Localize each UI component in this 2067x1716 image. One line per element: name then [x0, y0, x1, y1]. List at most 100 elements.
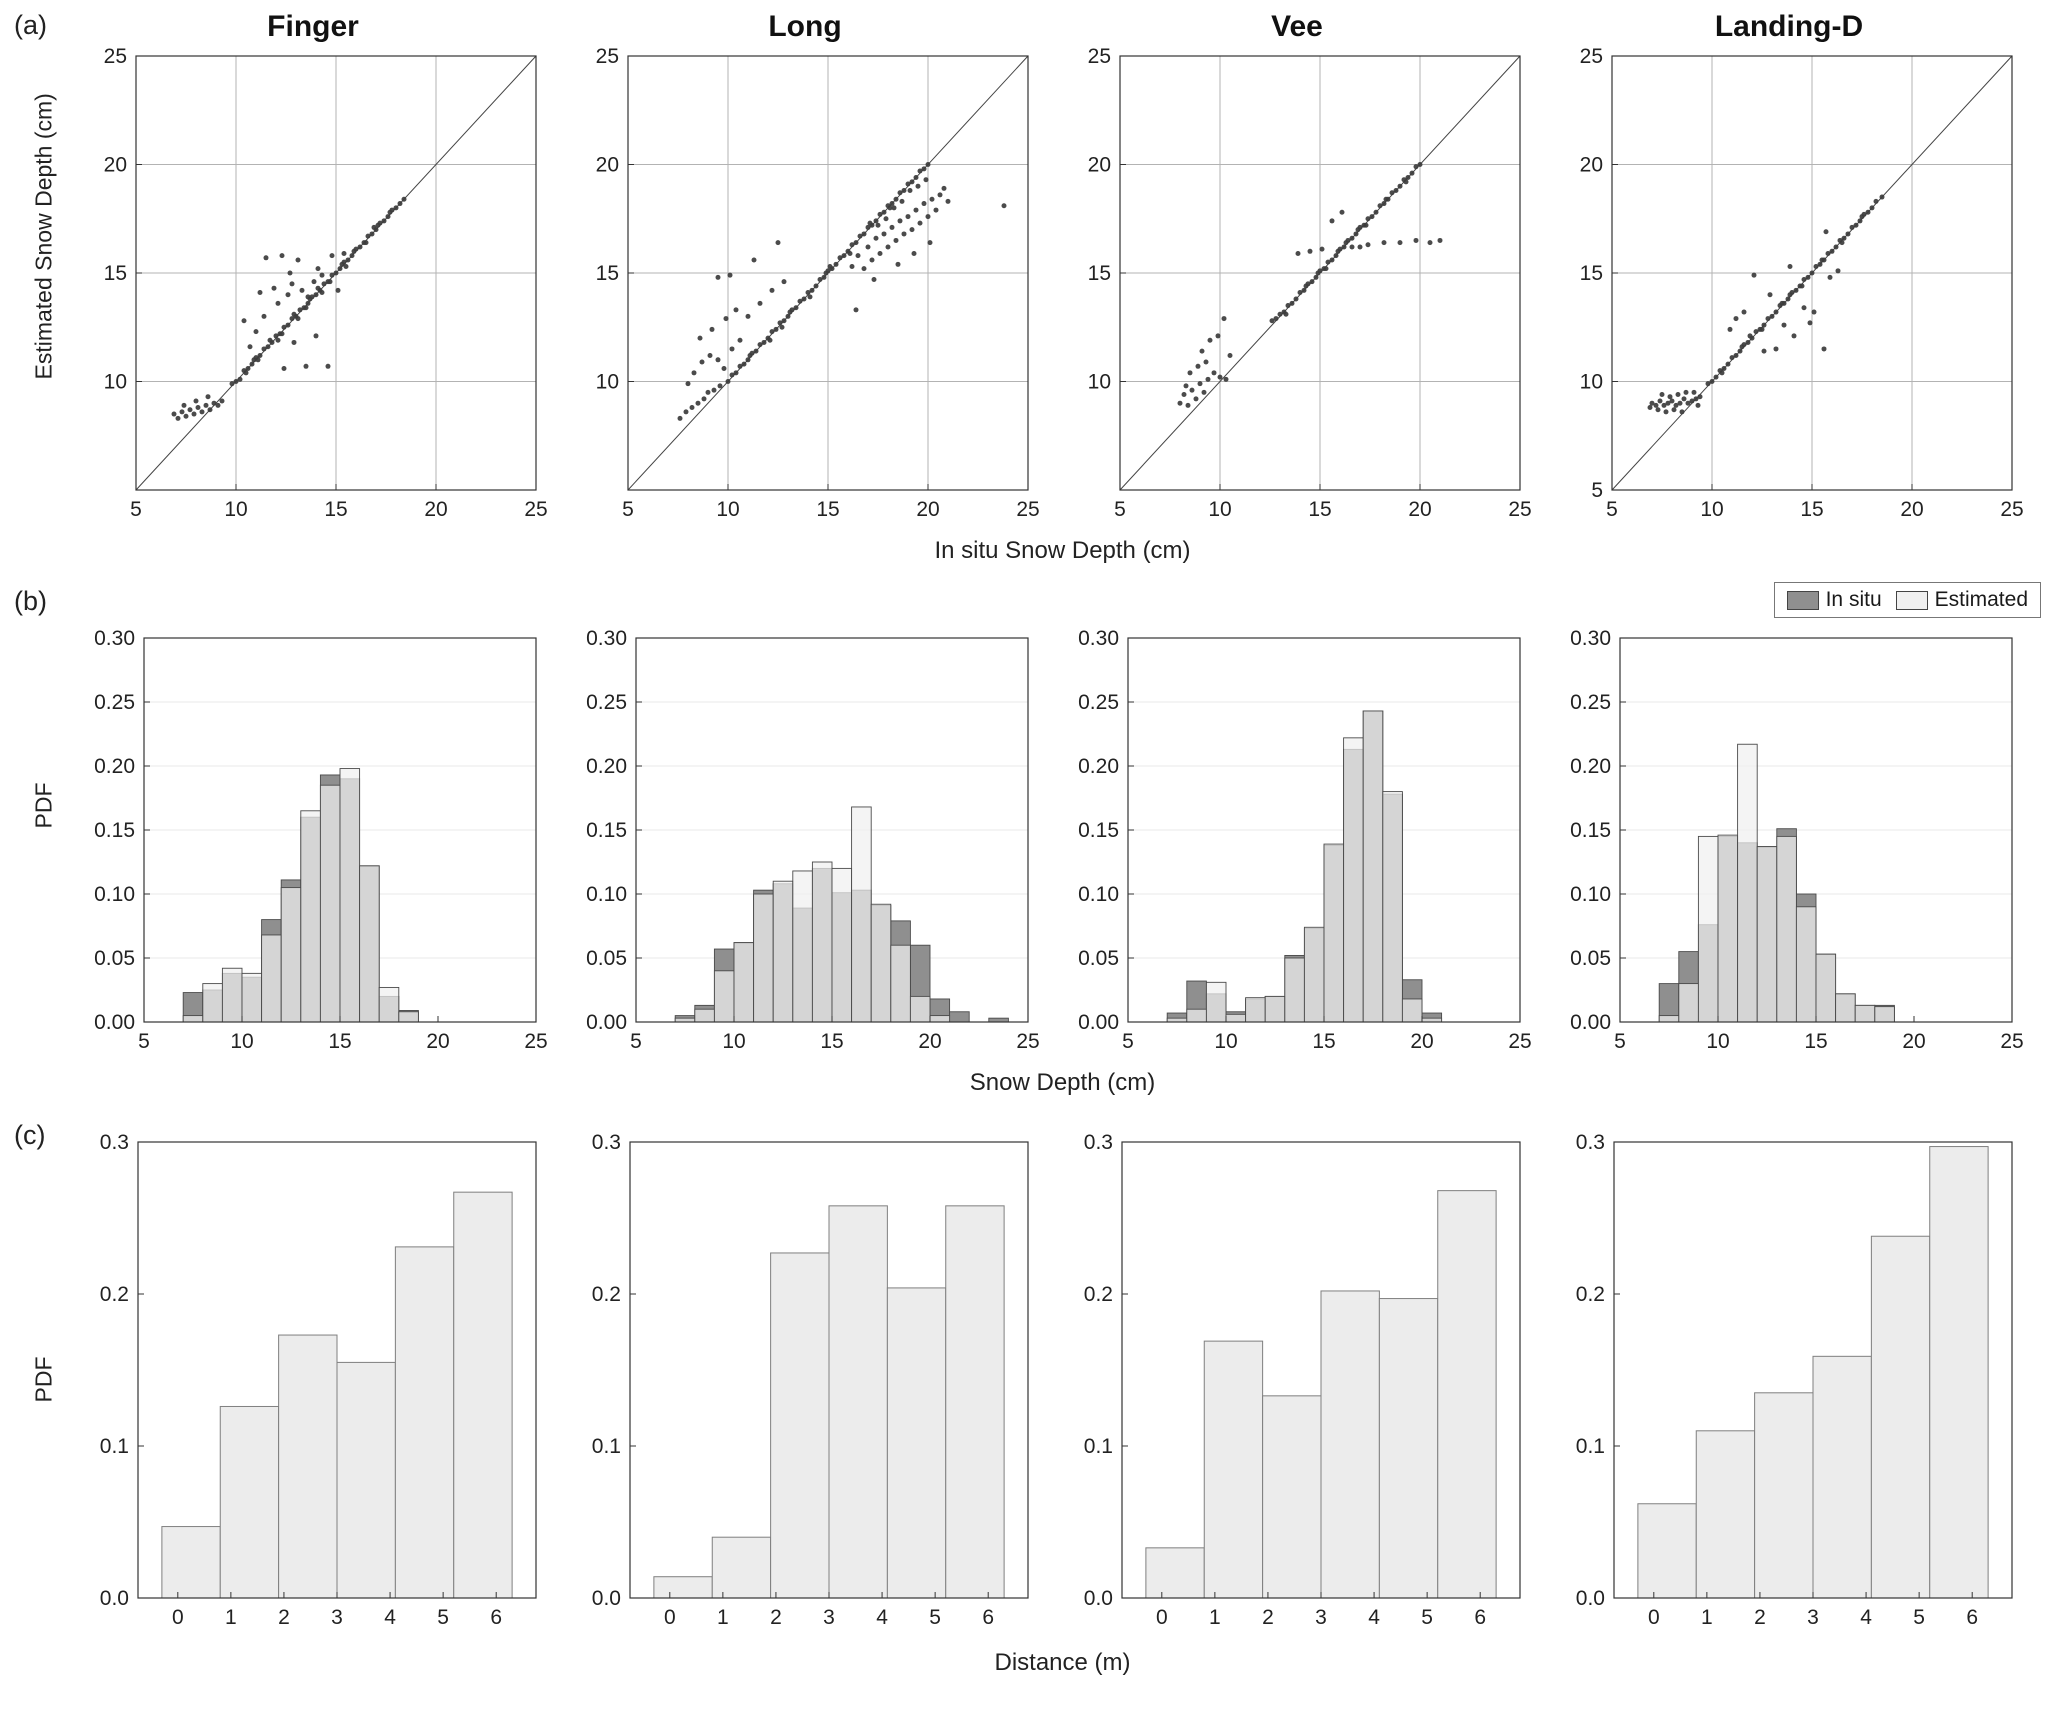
- panel-long-distance: 0 1 2 3 4 5 6 0.0 0.1 0.2 0.3: [570, 1130, 1040, 1646]
- svg-text:0.05: 0.05: [1078, 947, 1119, 970]
- distance-histogram-landing-d: 0 1 2 3 4 5 6 0.0 0.1 0.2 0.3: [1576, 1131, 2013, 1629]
- panel-label-a: (a): [14, 10, 47, 40]
- svg-text:15: 15: [328, 1030, 351, 1053]
- svg-text:0.05: 0.05: [586, 947, 627, 970]
- svg-text:0.1: 0.1: [100, 1435, 129, 1458]
- svg-text:0.30: 0.30: [1570, 627, 1611, 650]
- scatter-plot-finger: 5 10 15 20 25 10 15 20 25: [104, 48, 548, 521]
- svg-text:0.15: 0.15: [586, 819, 627, 842]
- svg-text:10: 10: [230, 1030, 253, 1053]
- svg-text:1: 1: [225, 1606, 237, 1629]
- svg-text:20: 20: [1088, 154, 1111, 177]
- svg-text:10: 10: [716, 498, 739, 521]
- svg-text:5: 5: [1591, 479, 1603, 502]
- svg-text:3: 3: [1315, 1606, 1327, 1629]
- svg-text:0.05: 0.05: [1570, 947, 1611, 970]
- svg-text:6: 6: [1966, 1606, 1978, 1629]
- svg-text:5: 5: [138, 1030, 150, 1053]
- panel-finger-pdf: 5 10 15 20 25 0.00 0.05 0.10 0.15 0.20 0.25 0.30: [78, 626, 548, 1066]
- svg-text:10: 10: [104, 371, 127, 394]
- svg-text:1: 1: [717, 1606, 729, 1629]
- svg-text:15: 15: [820, 1030, 843, 1053]
- svg-text:20: 20: [916, 498, 939, 521]
- legend-label-insitu: In situ: [1825, 588, 1882, 611]
- svg-text:0.15: 0.15: [1570, 819, 1611, 842]
- svg-text:15: 15: [1580, 262, 1603, 285]
- svg-text:0.1: 0.1: [592, 1435, 621, 1458]
- column-title-landing-d: Landing-D: [1714, 10, 1864, 43]
- svg-text:25: 25: [1016, 498, 1039, 521]
- svg-text:0.3: 0.3: [1576, 1131, 1605, 1154]
- svg-text:5: 5: [130, 498, 142, 521]
- svg-text:5: 5: [437, 1606, 449, 1629]
- row-distance-histograms: (c) PDF 0 1 2 3 4 5 6 0.0 0.1 0.2 0.3 0 1 2 3 4 5 6 0.0 0.…: [0, 1116, 2067, 1684]
- panel-vee-scatter: Vee 5 10 15 20 25 10 15 20 25: [1062, 6, 1532, 534]
- svg-text:0.20: 0.20: [586, 755, 627, 778]
- svg-text:0.3: 0.3: [1084, 1131, 1113, 1154]
- svg-text:20: 20: [426, 1030, 449, 1053]
- row-a-y-axis-title: Estimated Snow Depth (cm): [30, 93, 57, 380]
- svg-text:15: 15: [1308, 498, 1331, 521]
- svg-text:25: 25: [1580, 48, 1603, 68]
- svg-text:0.2: 0.2: [1084, 1283, 1113, 1306]
- svg-text:0.20: 0.20: [1570, 755, 1611, 778]
- svg-text:0.00: 0.00: [1078, 1011, 1119, 1034]
- svg-text:0.1: 0.1: [1576, 1435, 1605, 1458]
- svg-text:20: 20: [596, 154, 619, 177]
- legend-label-estimated: Estimated: [1934, 588, 2028, 611]
- svg-text:0.0: 0.0: [100, 1587, 129, 1610]
- svg-text:25: 25: [524, 1030, 547, 1053]
- svg-text:15: 15: [596, 262, 619, 285]
- pdf-histogram-vee: 5 10 15 20 25 0.00 0.05 0.10 0.15 0.20 0.25 0.30: [1078, 627, 1532, 1053]
- svg-text:0.10: 0.10: [586, 883, 627, 906]
- panel-long-pdf: 5 10 15 20 25 0.00 0.05 0.10 0.15 0.20 0.25 0.30: [570, 626, 1040, 1066]
- svg-text:6: 6: [982, 1606, 994, 1629]
- svg-text:25: 25: [2000, 1030, 2023, 1053]
- svg-text:10: 10: [722, 1030, 745, 1053]
- svg-text:0.15: 0.15: [94, 819, 135, 842]
- panel-label-c: (c): [14, 1120, 46, 1150]
- svg-text:20: 20: [1580, 154, 1603, 177]
- svg-text:0.10: 0.10: [1570, 883, 1611, 906]
- svg-text:15: 15: [1804, 1030, 1827, 1053]
- column-title-vee: Vee: [1271, 10, 1323, 43]
- svg-text:4: 4: [384, 1606, 396, 1629]
- svg-text:2: 2: [278, 1606, 290, 1629]
- panel-finger-distance: 0 1 2 3 4 5 6 0.0 0.1 0.2 0.3: [78, 1130, 548, 1646]
- svg-text:15: 15: [1800, 498, 1823, 521]
- svg-text:5: 5: [1614, 1030, 1626, 1053]
- svg-text:5: 5: [1122, 1030, 1134, 1053]
- svg-text:0.05: 0.05: [94, 947, 135, 970]
- svg-text:15: 15: [816, 498, 839, 521]
- svg-text:5: 5: [1421, 1606, 1433, 1629]
- svg-text:20: 20: [918, 1030, 941, 1053]
- svg-text:3: 3: [331, 1606, 343, 1629]
- distance-histogram-vee: 0 1 2 3 4 5 6 0.0 0.1 0.2 0.3: [1084, 1131, 1521, 1629]
- row-depth-histograms: (b) PDF In situ Estimated 5 10 15 20 25 0.00 0…: [0, 582, 2067, 1104]
- panel-vee-pdf: 5 10 15 20 25 0.00 0.05 0.10 0.15 0.20 0.25 0.30: [1062, 626, 1532, 1066]
- svg-text:0.25: 0.25: [1078, 691, 1119, 714]
- svg-text:10: 10: [1580, 371, 1603, 394]
- svg-text:4: 4: [876, 1606, 888, 1629]
- svg-text:6: 6: [1474, 1606, 1486, 1629]
- svg-text:4: 4: [1368, 1606, 1380, 1629]
- row-scatter: (a) Estimated Snow Depth (cm) Finger 5 10…: [0, 6, 2067, 572]
- svg-text:1: 1: [1209, 1606, 1221, 1629]
- legend-item-insitu: In situ: [1786, 588, 1882, 612]
- svg-text:0.25: 0.25: [586, 691, 627, 714]
- row-a-panels: Finger 5 10 15 20 25 10 15 20 25 Long 5 10 15 20 25 1…: [78, 6, 2047, 534]
- legend-item-estimated: Estimated: [1895, 588, 2028, 612]
- svg-text:4: 4: [1860, 1606, 1872, 1629]
- svg-text:0: 0: [1156, 1606, 1168, 1629]
- svg-text:5: 5: [1606, 498, 1618, 521]
- svg-text:20: 20: [1902, 1030, 1925, 1053]
- svg-text:3: 3: [1807, 1606, 1819, 1629]
- svg-text:0.30: 0.30: [586, 627, 627, 650]
- row-b-y-axis-title: PDF: [30, 782, 57, 829]
- svg-text:0.3: 0.3: [592, 1131, 621, 1154]
- svg-text:15: 15: [1088, 262, 1111, 285]
- scatter-plot-vee: 5 10 15 20 25 10 15 20 25: [1088, 48, 1532, 521]
- svg-text:15: 15: [1312, 1030, 1335, 1053]
- svg-text:0.15: 0.15: [1078, 819, 1119, 842]
- pdf-histogram-landing-d: 5 10 15 20 25 0.00 0.05 0.10 0.15 0.20 0.25 0.30: [1570, 627, 2024, 1053]
